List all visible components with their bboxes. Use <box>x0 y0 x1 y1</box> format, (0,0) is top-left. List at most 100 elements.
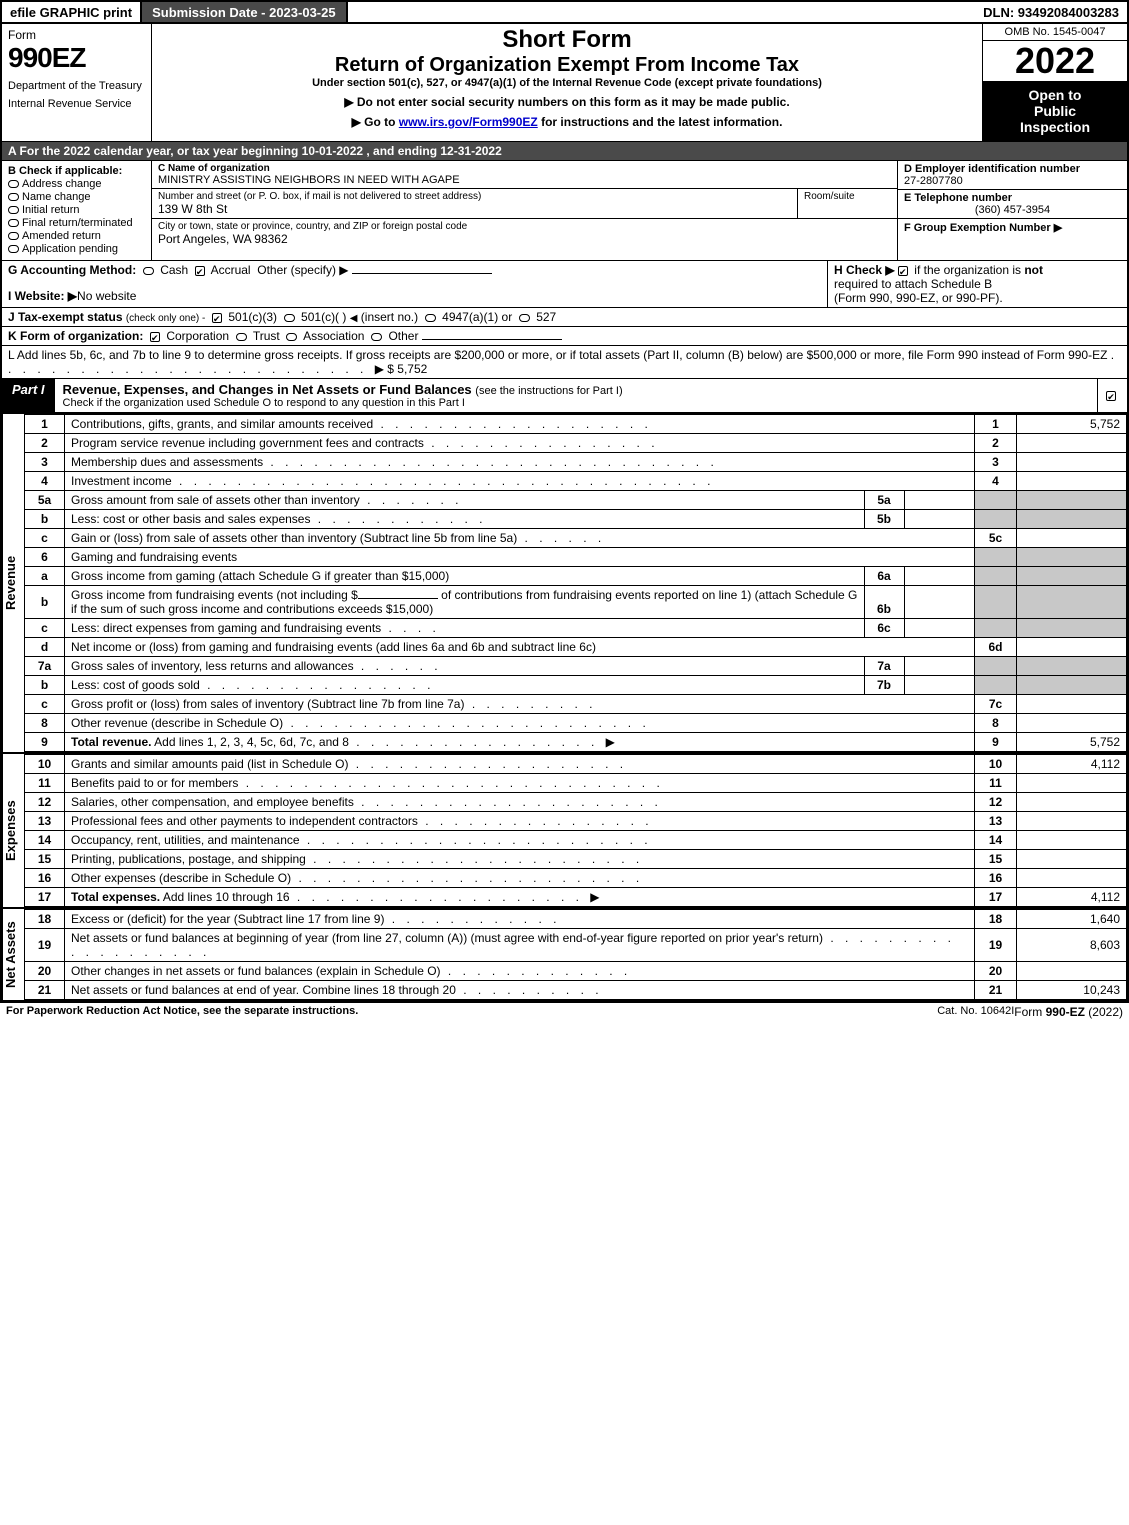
chk-name-change[interactable]: Name change <box>8 191 145 203</box>
chk-other-org[interactable] <box>371 333 382 341</box>
return-title: Return of Organization Exempt From Incom… <box>158 54 976 77</box>
line-1-amount: 5,752 <box>1017 415 1127 434</box>
website-value: No website <box>77 289 136 303</box>
chk-address-change[interactable]: Address change <box>8 178 145 190</box>
chk-4947[interactable] <box>425 314 436 322</box>
open-line2: Public <box>987 103 1123 119</box>
city-value: Port Angeles, WA 98362 <box>158 232 891 246</box>
h-txt1: if the organization is <box>914 263 1024 277</box>
cash-label: Cash <box>160 263 188 277</box>
chk-amended-return[interactable]: Amended return <box>8 230 145 242</box>
chk-trust[interactable] <box>236 333 247 341</box>
tax-year: 2022 <box>983 41 1127 81</box>
j-o3: 4947(a)(1) or <box>442 310 512 324</box>
line-5c-row: cGain or (loss) from sale of assets othe… <box>25 529 1127 548</box>
column-c: C Name of organization MINISTRY ASSISTIN… <box>152 161 897 260</box>
revenue-table: 1Contributions, gifts, grants, and simil… <box>24 414 1127 752</box>
net-assets-table: 18Excess or (deficit) for the year (Subt… <box>24 909 1127 1000</box>
chk-cash[interactable] <box>143 267 154 275</box>
org-name: MINISTRY ASSISTING NEIGHBORS IN NEED WIT… <box>158 174 891 186</box>
line-20-row: 20Other changes in net assets or fund ba… <box>25 962 1127 981</box>
form-id: Form 990-EZ (2022) <box>1014 1005 1123 1019</box>
chk-501c[interactable] <box>284 314 295 322</box>
line-18-amount: 1,640 <box>1017 910 1127 929</box>
chk-application-pending[interactable]: Application pending <box>8 243 145 255</box>
form-number: 990EZ <box>8 42 145 74</box>
ein-label: D Employer identification number <box>904 163 1121 175</box>
form-outer: Form 990EZ Department of the Treasury In… <box>0 24 1129 1002</box>
revenue-section: Revenue 1Contributions, gifts, grants, a… <box>2 412 1127 752</box>
line-10-amount: 4,112 <box>1017 755 1127 774</box>
line-18-row: 18Excess or (deficit) for the year (Subt… <box>25 910 1127 929</box>
part-1-title: Revenue, Expenses, and Changes in Net As… <box>63 382 472 397</box>
line-4-row: 4Investment income . . . . . . . . . . .… <box>25 472 1127 491</box>
line-10-row: 10Grants and similar amounts paid (list … <box>25 755 1127 774</box>
line-6-row: 6Gaming and fundraising events <box>25 548 1127 567</box>
line-6d-row: dNet income or (loss) from gaming and fu… <box>25 638 1127 657</box>
line-h-label: H Check ▶ <box>834 263 895 277</box>
chk-final-return[interactable]: Final return/terminated <box>8 217 145 229</box>
irs-link[interactable]: www.irs.gov/Form990EZ <box>399 115 538 129</box>
room-suite-label: Room/suite <box>797 189 897 218</box>
part-1-check-text: Check if the organization used Schedule … <box>63 397 1089 409</box>
expenses-section: Expenses 10Grants and similar amounts pa… <box>2 752 1127 907</box>
instruction-link: ▶ Go to www.irs.gov/Form990EZ for instru… <box>158 115 976 129</box>
org-name-label: C Name of organization <box>158 163 891 174</box>
line-7b-row: bLess: cost of goods sold . . . . . . . … <box>25 676 1127 695</box>
line-16-row: 16Other expenses (describe in Schedule O… <box>25 869 1127 888</box>
line-21-amount: 10,243 <box>1017 981 1127 1000</box>
line-j-sub: (check only one) - <box>126 313 205 324</box>
line-k-label: K Form of organization: <box>8 329 143 343</box>
line-1-row: 1Contributions, gifts, grants, and simil… <box>25 415 1127 434</box>
k-corp: Corporation <box>166 329 229 343</box>
phone-label: E Telephone number <box>904 192 1121 204</box>
return-subtitle: Under section 501(c), 527, or 4947(a)(1)… <box>158 77 976 89</box>
line-l-text: L Add lines 5b, 6c, and 7b to line 9 to … <box>8 348 1107 362</box>
open-line3: Inspection <box>987 119 1123 135</box>
net-assets-label: Net Assets <box>2 909 24 1000</box>
section-a: A For the 2022 calendar year, or tax yea… <box>2 141 1127 160</box>
open-to-public: Open to Public Inspection <box>983 81 1127 141</box>
short-form-title: Short Form <box>158 26 976 54</box>
cat-no: Cat. No. 10642I <box>937 1005 1014 1019</box>
line-17-amount: 4,112 <box>1017 888 1127 907</box>
line-h: H Check ▶ if the organization is not req… <box>827 261 1127 307</box>
line-9-row: 9Total revenue. Add lines 1, 2, 3, 4, 5c… <box>25 733 1127 752</box>
line-9-amount: 5,752 <box>1017 733 1127 752</box>
h-not: not <box>1024 263 1043 277</box>
line-5a-row: 5aGross amount from sale of assets other… <box>25 491 1127 510</box>
open-line1: Open to <box>987 87 1123 103</box>
chk-527[interactable] <box>519 314 530 322</box>
submission-date: Submission Date - 2023-03-25 <box>140 2 348 22</box>
line-15-row: 15Printing, publications, postage, and s… <box>25 850 1127 869</box>
chk-schedule-o[interactable] <box>1106 391 1116 401</box>
group-exemption-label: F Group Exemption Number ▶ <box>904 222 1062 234</box>
h-txt2: required to attach Schedule B <box>834 277 1121 291</box>
line-3-row: 3Membership dues and assessments . . . .… <box>25 453 1127 472</box>
chk-association[interactable] <box>286 333 297 341</box>
line-l: L Add lines 5b, 6c, and 7b to line 9 to … <box>2 345 1127 378</box>
j-o4: 527 <box>536 310 556 324</box>
part-1-tab: Part I <box>2 379 55 412</box>
city-label: City or town, state or province, country… <box>158 221 891 232</box>
part-1-header: Part I Revenue, Expenses, and Changes in… <box>2 378 1127 412</box>
dept-treasury: Department of the Treasury <box>8 80 145 92</box>
chk-501c3[interactable] <box>212 313 222 323</box>
j-o2: 501(c)( ) <box>301 310 346 324</box>
line-19-amount: 8,603 <box>1017 929 1127 962</box>
chk-schedule-b[interactable] <box>898 266 908 276</box>
chk-corporation[interactable] <box>150 332 160 342</box>
line-7c-row: cGross profit or (loss) from sales of in… <box>25 695 1127 714</box>
chk-accrual[interactable] <box>195 266 205 276</box>
instruction-ssn: ▶ Do not enter social security numbers o… <box>158 95 976 109</box>
line-j: J Tax-exempt status (check only one) - 5… <box>2 307 1127 326</box>
line-17-row: 17Total expenses. Add lines 10 through 1… <box>25 888 1127 907</box>
expenses-table: 10Grants and similar amounts paid (list … <box>24 754 1127 907</box>
efile-print[interactable]: efile GRAPHIC print <box>2 2 140 22</box>
chk-initial-return[interactable]: Initial return <box>8 204 145 216</box>
line-5b-row: bLess: cost or other basis and sales exp… <box>25 510 1127 529</box>
expenses-label: Expenses <box>2 754 24 907</box>
line-g-label: G Accounting Method: <box>8 263 136 277</box>
paperwork-notice: For Paperwork Reduction Act Notice, see … <box>6 1005 937 1019</box>
line-6b-row: bGross income from fundraising events (n… <box>25 586 1127 619</box>
